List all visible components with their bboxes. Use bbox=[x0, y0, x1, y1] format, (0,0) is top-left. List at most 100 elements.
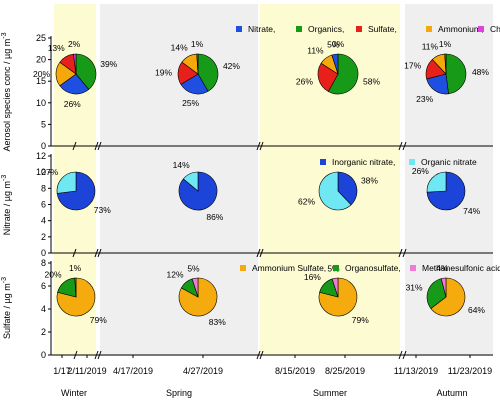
axis-break-mark bbox=[398, 248, 403, 258]
axis-break-mark bbox=[73, 350, 78, 360]
pie-percent-label: 48% bbox=[472, 67, 489, 77]
pie-slice bbox=[331, 53, 339, 75]
pie-percent-label: 5% bbox=[187, 263, 200, 273]
y-tick-label: 25 bbox=[36, 33, 46, 43]
y-axis-label-main: Aerosol species conc / µg m bbox=[2, 39, 12, 152]
axis-break-mark bbox=[256, 248, 261, 258]
pie-slice bbox=[73, 53, 77, 75]
x-tick-label: 4/27/2019 bbox=[183, 366, 223, 376]
y-axis-label-sup: -3 bbox=[1, 175, 8, 181]
pie-slice bbox=[445, 53, 467, 95]
axis-break-mark bbox=[259, 350, 264, 360]
legend-swatch-ammonium bbox=[426, 26, 432, 32]
y-axis-label-sup: -3 bbox=[1, 277, 8, 283]
y-axis-label: Nitrate / µg m-3 bbox=[1, 175, 12, 236]
pie-percent-label: 23% bbox=[416, 94, 433, 104]
legend-swatch-msa bbox=[410, 265, 416, 271]
x-tick-label: 2/11/2019 bbox=[67, 366, 106, 376]
y-tick-label: 4 bbox=[41, 216, 46, 226]
legend-swatch-inorganic_nitrate bbox=[320, 159, 326, 165]
legend-label-organic_nitrate: Organic nitrate bbox=[421, 157, 477, 167]
pie-percent-label: 11% bbox=[422, 41, 439, 51]
pie-percent-label: 20% bbox=[33, 69, 50, 79]
y-axis-title: Aerosol species conc / µg m-3 bbox=[1, 32, 12, 151]
legend-label-sulfate: Sulfate, bbox=[368, 24, 397, 34]
y-axis-label-main: Nitrate / µg m bbox=[2, 181, 12, 235]
pie-percent-label: 86% bbox=[206, 212, 223, 222]
y-tick-label: 0 bbox=[41, 141, 46, 151]
season-label-summer: Summer bbox=[313, 388, 347, 398]
pie-slice bbox=[180, 73, 209, 95]
pie-slice bbox=[191, 277, 199, 298]
season-label-spring: Spring bbox=[166, 388, 192, 398]
pie-percent-label: 27% bbox=[41, 167, 58, 177]
pie-percent-label: 26% bbox=[64, 99, 81, 109]
x-tick-label: 8/15/2019 bbox=[275, 366, 315, 376]
y-axis-label-main: Sulfate / µg m bbox=[2, 283, 12, 339]
pie-slice bbox=[327, 53, 359, 95]
pie-percent-label: 64% bbox=[468, 305, 485, 315]
axis-break-mark bbox=[398, 141, 403, 151]
pie-slice bbox=[74, 277, 77, 298]
pie-percent-label: 26% bbox=[296, 76, 313, 86]
pie-percent-label: 58% bbox=[363, 76, 380, 86]
pie-slice bbox=[318, 171, 352, 211]
legend-label-ammonium_sulfate: Ammonium Sulfate, bbox=[252, 263, 326, 273]
pie-slice bbox=[197, 53, 219, 92]
legend-label-ammonium: Ammonium, bbox=[438, 24, 483, 34]
x-tick-label: 4/17/2019 bbox=[113, 366, 153, 376]
legend-swatch-nitrate bbox=[236, 26, 242, 32]
y-tick-label: 10 bbox=[36, 167, 46, 177]
pie-percent-label: 1% bbox=[69, 263, 82, 273]
pie-slice bbox=[426, 171, 466, 211]
pie-slice bbox=[59, 73, 90, 95]
pie-slice bbox=[196, 53, 199, 75]
pie-slice bbox=[317, 62, 339, 92]
y-tick-label: 0 bbox=[41, 248, 46, 258]
y-tick-label: 8 bbox=[41, 258, 46, 268]
legend-swatch-sulfate bbox=[356, 26, 362, 32]
y-tick-label: 5 bbox=[41, 119, 46, 129]
pie-percent-label: 12% bbox=[166, 270, 183, 280]
pie-slice bbox=[440, 277, 447, 298]
pie-slice bbox=[331, 277, 339, 298]
legend-swatch-organosulfate bbox=[333, 265, 339, 271]
pie-slice bbox=[337, 171, 358, 206]
pie-percent-label: 11% bbox=[307, 45, 324, 55]
y-tick-label: 6 bbox=[41, 281, 46, 291]
legend-label-msa: Methanesulfonic acid bbox=[422, 263, 500, 273]
x-tick-label: 11/23/2019 bbox=[448, 366, 492, 376]
axis-break-mark bbox=[402, 248, 407, 258]
pie-slice bbox=[426, 278, 447, 309]
axis-break-mark bbox=[72, 141, 77, 151]
axis-break-mark bbox=[97, 141, 102, 151]
axis-break-mark bbox=[256, 141, 261, 151]
y-tick-label: 10 bbox=[36, 98, 46, 108]
y-tick-label: 2 bbox=[41, 232, 46, 242]
axis-break-mark bbox=[94, 141, 99, 151]
pie-percent-label: 42% bbox=[223, 61, 240, 71]
axis-break-mark bbox=[259, 248, 264, 258]
season-backgrounds bbox=[54, 4, 493, 356]
y-axis-label: Aerosol species conc / µg m-3 bbox=[1, 32, 12, 151]
legends: Nitrate, Organics, Sulfate, Ammonium, Chlori… bbox=[236, 24, 500, 273]
pie-percent-label: 14% bbox=[173, 160, 190, 170]
season-band-spring bbox=[100, 4, 258, 356]
legend-swatch-ammonium_sulfate bbox=[240, 265, 246, 271]
pie-percent-label: 0% bbox=[332, 39, 345, 49]
pie-percent-label: 2% bbox=[68, 39, 81, 49]
pie-percent-label: 31% bbox=[406, 283, 423, 293]
y-axis-label: Sulfate / µg m-3 bbox=[1, 277, 12, 339]
y-tick-label: 6 bbox=[41, 200, 46, 210]
x-tick-label: 8/25/2019 bbox=[325, 366, 365, 376]
pie-percent-label: 79% bbox=[352, 315, 369, 325]
legend-swatch-chlorine bbox=[478, 26, 484, 32]
pie-slice bbox=[182, 171, 199, 192]
axis-break-mark bbox=[97, 248, 102, 258]
y-tick-label: 20 bbox=[36, 55, 46, 65]
axis-break-mark bbox=[398, 350, 403, 360]
axis-break-mark bbox=[256, 350, 261, 360]
